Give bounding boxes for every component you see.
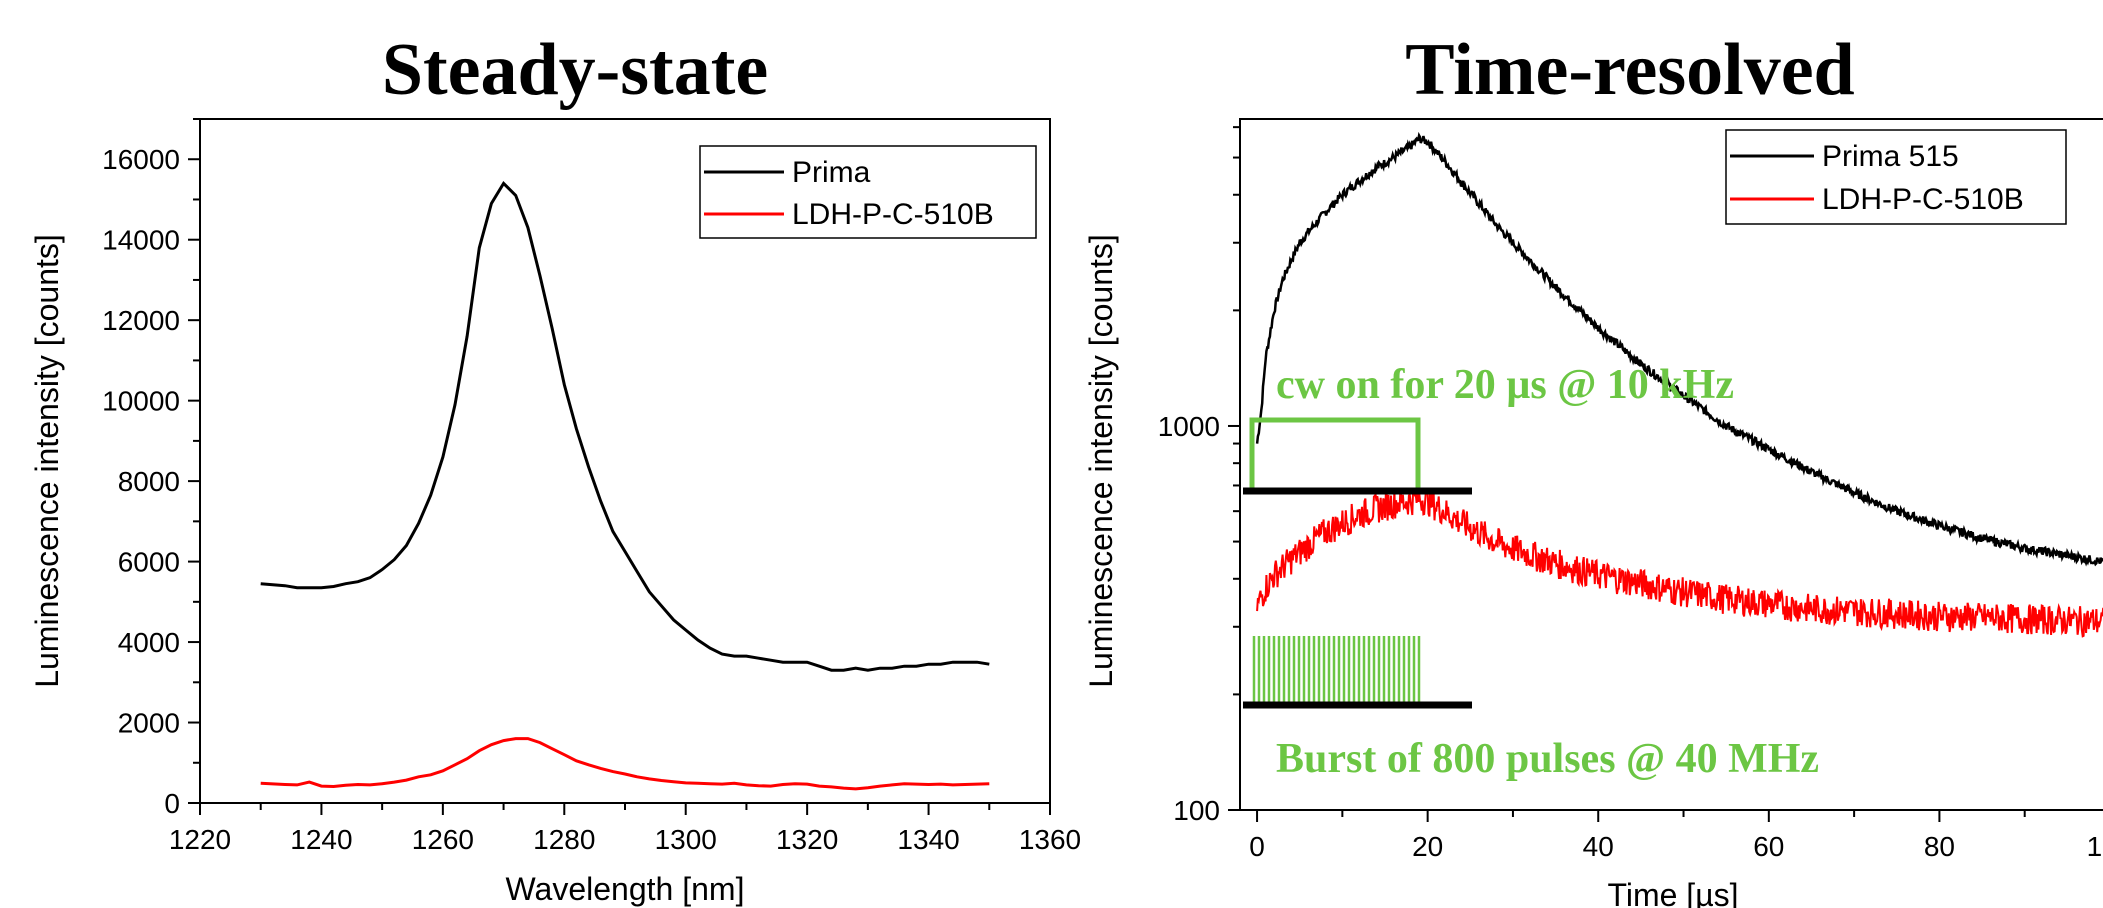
chart-title: Steady-state xyxy=(382,29,768,111)
y-tick-label: 1000 xyxy=(1158,411,1220,442)
series-line xyxy=(1256,485,2103,638)
y-tick-label: 12000 xyxy=(102,305,180,336)
y-tick-label: 2000 xyxy=(118,708,180,739)
x-axis-label: Time [µs] xyxy=(1607,877,1738,908)
legend-label: Prima 515 xyxy=(1822,140,1959,173)
x-tick-label: 0 xyxy=(1249,831,1265,862)
legend-box xyxy=(699,145,1037,239)
x-tick-label: 1220 xyxy=(169,824,231,855)
annotation-cw: cw on for 20 µs @ 10 kHz xyxy=(1276,362,1734,408)
y-tick-label: 100 xyxy=(1173,795,1220,826)
chart-title: Time-resolved xyxy=(1405,29,1854,111)
legend-label: Prima xyxy=(792,156,871,189)
x-axis-label: Wavelength [nm] xyxy=(506,871,745,907)
burst-pulses xyxy=(1252,636,1421,702)
y-axis-label: Luminescence intensity [counts] xyxy=(29,234,65,688)
y-tick-label: 6000 xyxy=(118,547,180,578)
y-tick-label: 16000 xyxy=(102,144,180,175)
steady-state-chart: Steady-state 1220 1240 1260 1280 1300 1320 134… xyxy=(29,29,1081,907)
y-axis-label: Luminescence intensity [counts] xyxy=(1083,234,1119,688)
annotation-burst: Burst of 800 pulses @ 40 MHz xyxy=(1276,736,1819,782)
x-tick-label: 1300 xyxy=(655,824,717,855)
y-tick-label: 10000 xyxy=(102,386,180,417)
series-line xyxy=(260,180,990,672)
x-tick-label: 60 xyxy=(1753,831,1784,862)
plot-frame xyxy=(1239,118,2103,811)
y-tick-label: 0 xyxy=(164,788,180,819)
series-line xyxy=(1255,131,2103,567)
x-tick-label: 1280 xyxy=(533,824,595,855)
legend-label: LDH-P-C-510B xyxy=(1822,183,2024,216)
y-tick-label: 8000 xyxy=(118,466,180,497)
x-tick-label: 20 xyxy=(1412,831,1443,862)
x-tick-label: 1260 xyxy=(412,824,474,855)
legend: Prima LDH-P-C-510B xyxy=(699,145,1037,239)
x-tick-label: 80 xyxy=(1924,831,1955,862)
y-tick-label: 4000 xyxy=(118,627,180,658)
legend-label: LDH-P-C-510B xyxy=(792,198,994,231)
cw-pulse-shape xyxy=(1249,417,1421,490)
y-tick-label: 14000 xyxy=(102,225,180,256)
x-tick-label: 1320 xyxy=(776,824,838,855)
x-tick-label: 1360 xyxy=(1019,824,1081,855)
x-tick-label: 100 xyxy=(2087,831,2103,862)
x-tick-label: 1340 xyxy=(897,824,959,855)
legend-box xyxy=(1725,129,2067,225)
series-line xyxy=(260,737,990,791)
time-resolved-chart: Time-resolved 0 20 40 60 80 100 100 1000 cw on … xyxy=(1083,29,2103,908)
x-tick-label: 1240 xyxy=(290,824,352,855)
x-tick-label: 40 xyxy=(1583,831,1614,862)
legend: Prima 515 LDH-P-C-510B xyxy=(1725,129,2067,225)
